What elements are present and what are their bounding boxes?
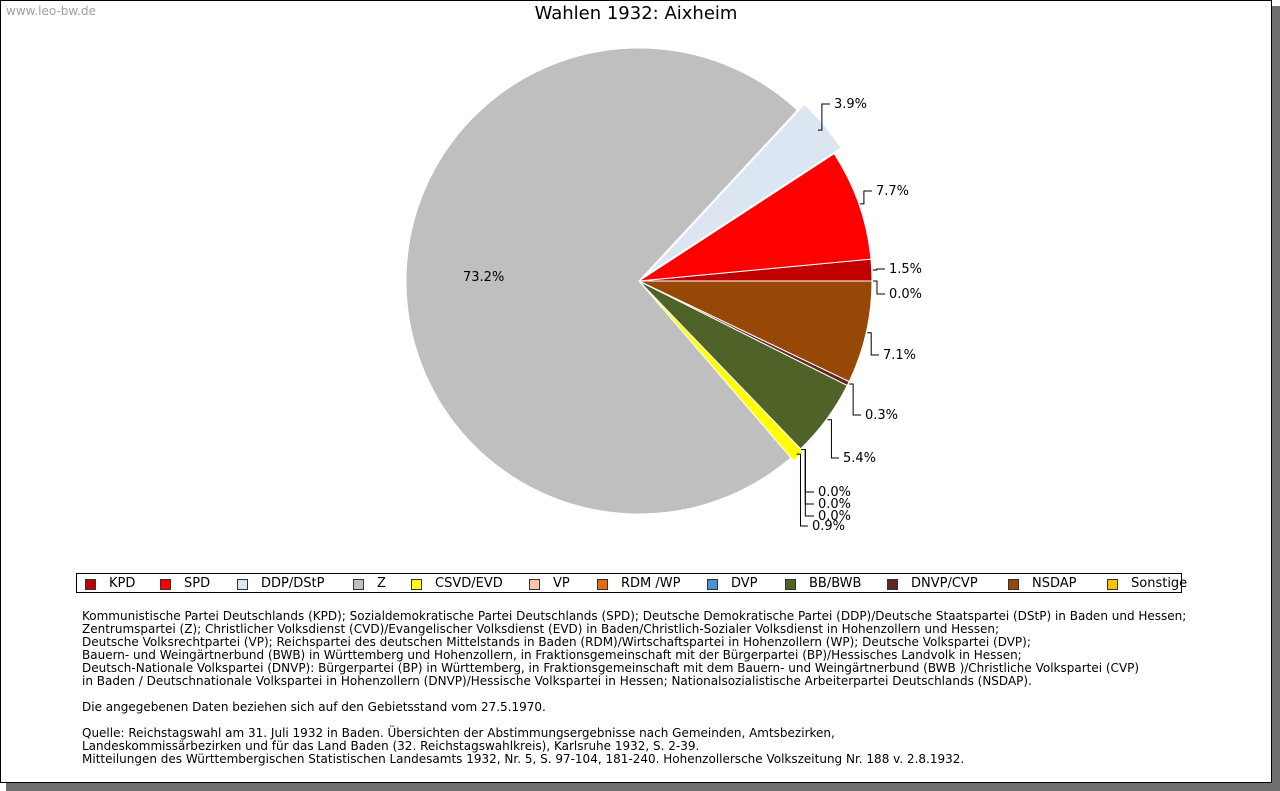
legend-label: KPD: [109, 576, 136, 591]
legend-swatch: [1107, 579, 1118, 590]
pie-leader-line: [859, 190, 872, 205]
party-note-line: Zentrumspartei (Z); Christlicher Volksdi…: [82, 622, 1000, 636]
party-note-line: in Baden / Deutschnationale Volkspartei …: [82, 674, 1032, 688]
pie-data-label: 73.2%: [463, 270, 504, 285]
party-note-line: Bauern- und Weingärtnerbund (BWB) in Wür…: [82, 648, 1022, 662]
legend-swatch: [353, 579, 364, 590]
legend-label: Sonstige: [1131, 576, 1188, 591]
pie-leader-line: [827, 419, 839, 459]
pie-slice-csvd-evd: [641, 283, 805, 462]
party-note-line: Kommunistische Partei Deutschlands (KPD)…: [82, 609, 1187, 623]
pie-data-label: 0.9%: [812, 519, 845, 534]
legend-swatch: [1008, 579, 1019, 590]
frame-shadow-bottom: [6, 783, 1280, 791]
pie-slice-nsdap: [638, 280, 873, 383]
pie-slice-spd: [638, 152, 872, 282]
frame-shadow-right: [1272, 6, 1280, 791]
legend-swatch: [707, 579, 718, 590]
pie-leader-line: [801, 449, 814, 517]
legend-swatch: [887, 579, 898, 590]
pie-leader-line: [867, 332, 879, 356]
pie-slice-z: [405, 47, 799, 515]
legend-label: DDP/DStP: [261, 576, 325, 591]
notes: Kommunistische Partei Deutschlands (KPD)…: [82, 610, 1232, 766]
legend-label: Z: [377, 576, 386, 591]
pie-data-label: 0.0%: [818, 509, 851, 524]
legend-label: VP: [553, 576, 570, 591]
pie-leader-line: [873, 280, 885, 295]
legend-label: NSDAP: [1032, 576, 1077, 591]
pie-leader-line: [796, 453, 808, 527]
watermark: www.leo-bw.de: [6, 4, 96, 18]
legend-swatch: [597, 579, 608, 590]
legend-swatch: [85, 579, 96, 590]
pie-data-label: 0.0%: [818, 485, 851, 500]
pie-data-label: 0.0%: [889, 287, 922, 302]
pie-data-label: 0.0%: [818, 497, 851, 512]
legend-label: CSVD/EVD: [435, 576, 503, 591]
party-notes: Kommunistische Partei Deutschlands (KPD)…: [82, 610, 1232, 688]
chart-title: Wahlen 1932: Aixheim: [534, 3, 738, 24]
legend-label: RDM /WP: [621, 576, 681, 591]
legend-swatch: [160, 579, 171, 590]
pie-leader-line: [801, 449, 814, 493]
legend-swatch: [411, 579, 422, 590]
legend: KPD SPD DDP/DStP Z CSVD/EVD VP RDM /WP DVP BB/BW…: [76, 573, 1187, 593]
pie-data-label: 5.4%: [843, 451, 876, 466]
legend-swatch: [529, 579, 540, 590]
pie-data-label: 7.1%: [883, 348, 916, 363]
pie-leader-line: [849, 383, 861, 416]
pie-leader-line: [817, 103, 830, 131]
pie-leader-line: [801, 449, 814, 505]
pie-data-label: 0.3%: [865, 408, 898, 423]
source-line: Landeskommissärbezirken und für das Land…: [82, 739, 700, 753]
source-line: Mitteilungen des Württembergischen Stati…: [82, 752, 965, 766]
pie-data-label: 3.9%: [834, 97, 867, 112]
legend-swatch: [237, 579, 248, 590]
legend-swatch: [785, 579, 796, 590]
pie-leader-line: [872, 268, 885, 271]
party-note-line: Deutsch-Nationale Volkspartei (DNVP): Bü…: [82, 661, 1140, 675]
legend-label: SPD: [184, 576, 211, 591]
territory-note: Die angegebenen Daten beziehen sich auf …: [82, 700, 546, 714]
pie-slice-ddp-dstp: [645, 103, 842, 276]
pie-data-label: 1.5%: [889, 262, 922, 277]
party-note-line: Deutsche Volksrechtpartei (VP); Reichspa…: [82, 635, 1031, 649]
legend-label: DVP: [731, 576, 758, 591]
legend-label: DNVP/CVP: [911, 576, 978, 591]
source-line: Quelle: Reichstagswahl am 31. Juli 1932 …: [82, 726, 835, 740]
pie-chart: 1.5%7.7%3.9%73.2%0.9%0.0%0.0%0.0%5.4%0.3…: [405, 47, 922, 534]
pie-data-label: 7.7%: [876, 184, 909, 199]
legend-label: BB/BWB: [809, 576, 862, 591]
